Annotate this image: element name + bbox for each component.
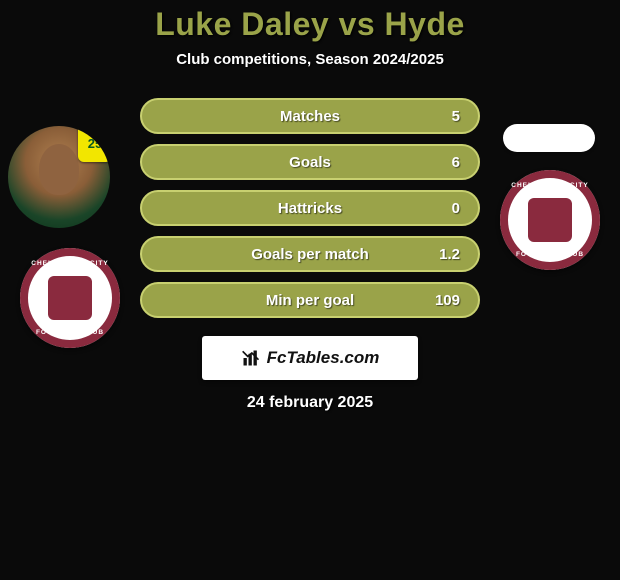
- jersey-number: 25: [78, 126, 110, 162]
- stat-value-right: 0: [452, 200, 460, 217]
- stat-row: Goals per match 1.2: [140, 236, 480, 272]
- stat-row: Hattricks 0: [140, 190, 480, 226]
- infographic-root: Luke Daley vs Hyde Club competitions, Se…: [0, 0, 620, 580]
- branding-box: FcTables.com: [202, 336, 418, 380]
- stat-row: Goals 6: [140, 144, 480, 180]
- club-badge-text-top: CHELMSFORD CITY: [28, 260, 112, 267]
- bar-chart-icon: [241, 348, 261, 368]
- stat-label: Min per goal: [142, 292, 478, 309]
- stat-row: Matches 5: [140, 98, 480, 134]
- stat-value-right: 6: [452, 154, 460, 171]
- stat-row: Min per goal 109: [140, 282, 480, 318]
- stats-list: Matches 5 Goals 6 Hattricks 0 Goals per …: [140, 98, 480, 318]
- club-badge-inner: CHELMSFORD CITY FOOTBALL CLUB: [500, 170, 600, 270]
- club-badge-core: [528, 198, 572, 242]
- branding-text: FcTables.com: [267, 348, 380, 368]
- player-club-badge: CHELMSFORD CITY FOOTBALL CLUB: [20, 248, 120, 348]
- stat-value-right: 1.2: [439, 246, 460, 263]
- stat-label: Goals: [142, 154, 478, 171]
- stat-value-right: 5: [452, 108, 460, 125]
- opponent-logo: [503, 124, 595, 152]
- club-badge-text-top: CHELMSFORD CITY: [508, 182, 592, 189]
- stat-label: Matches: [142, 108, 478, 125]
- club-badge-text-bottom: FOOTBALL CLUB: [508, 251, 592, 258]
- footer-date: 24 february 2025: [0, 394, 620, 412]
- player-avatar: 25: [8, 126, 110, 228]
- page-subtitle: Club competitions, Season 2024/2025: [0, 51, 620, 68]
- stat-value-right: 109: [435, 292, 460, 309]
- stat-label: Hattricks: [142, 200, 478, 217]
- club-badge-inner: CHELMSFORD CITY FOOTBALL CLUB: [20, 248, 120, 348]
- page-title: Luke Daley vs Hyde: [0, 6, 620, 43]
- stat-label: Goals per match: [142, 246, 478, 263]
- club-badge-core: [48, 276, 92, 320]
- club-badge-text-bottom: FOOTBALL CLUB: [28, 329, 112, 336]
- opponent-club-badge: CHELMSFORD CITY FOOTBALL CLUB: [500, 170, 600, 270]
